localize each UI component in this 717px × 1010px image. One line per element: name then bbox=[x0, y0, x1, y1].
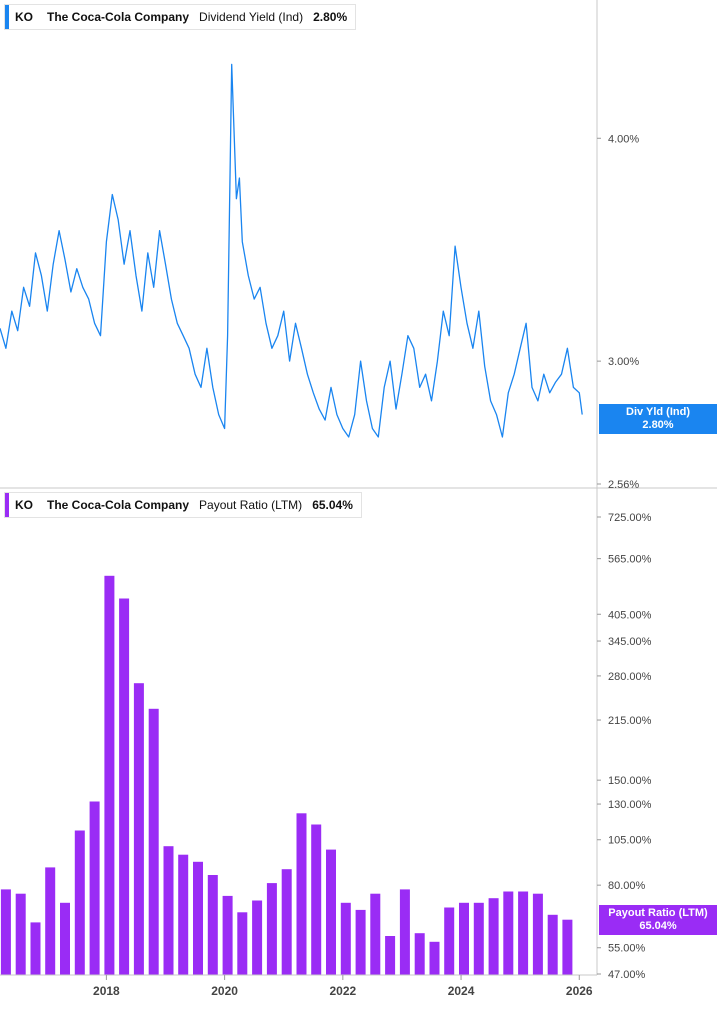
payout-tick-label: 105.00% bbox=[608, 835, 652, 847]
yield-value-tag: Div Yld (Ind) 2.80% bbox=[599, 404, 717, 434]
top-legend-value: 2.80% bbox=[313, 10, 348, 24]
bottom-panel-axes: 725.00% 565.00% 405.00% 345.00% 280.00% 215.0… bbox=[597, 512, 652, 981]
payout-swatch bbox=[5, 493, 9, 517]
payout-bar bbox=[237, 912, 248, 975]
bottom-legend-metric: Payout Ratio (LTM) bbox=[199, 498, 303, 512]
payout-bar bbox=[414, 933, 425, 975]
payout-bar bbox=[385, 936, 396, 975]
top-legend-metric: Dividend Yield (Ind) bbox=[199, 10, 304, 24]
payout-bar bbox=[266, 883, 277, 975]
payout-bar bbox=[562, 919, 573, 975]
payout-bar bbox=[518, 891, 529, 975]
payout-bar bbox=[399, 889, 410, 975]
x-tick-label: 2026 bbox=[566, 984, 593, 998]
payout-tick-label: 80.00% bbox=[608, 880, 646, 892]
payout-bar bbox=[252, 900, 263, 975]
x-tick-label: 2018 bbox=[93, 984, 120, 998]
payout-bar bbox=[281, 869, 292, 975]
payout-bar bbox=[326, 849, 336, 975]
payout-bar bbox=[178, 854, 189, 975]
payout-tick-label: 725.00% bbox=[608, 512, 652, 524]
x-tick-label: 2022 bbox=[329, 984, 356, 998]
payout-bar bbox=[503, 891, 514, 975]
payout-bar bbox=[133, 683, 144, 975]
payout-bar bbox=[429, 941, 440, 975]
top-panel-axes: 4.00% 3.00% 2.56% bbox=[0, 0, 717, 975]
x-axis: 2018 2020 2022 2024 2026 bbox=[0, 974, 597, 998]
yield-tag-value: 2.80% bbox=[642, 419, 674, 431]
payout-tick-label: 150.00% bbox=[608, 775, 652, 787]
payout-value-tag: Payout Ratio (LTM) 65.04% bbox=[599, 905, 717, 935]
payout-bar bbox=[45, 867, 56, 975]
payout-bar bbox=[148, 708, 159, 975]
yield-swatch bbox=[5, 5, 9, 29]
yield-tag-title: Div Yld (Ind) bbox=[626, 406, 690, 418]
bottom-legend-ticker: KO bbox=[15, 498, 33, 512]
payout-bar bbox=[222, 895, 233, 975]
payout-bar bbox=[370, 893, 381, 975]
payout-bar bbox=[60, 902, 70, 975]
x-tick-label: 2024 bbox=[448, 984, 475, 998]
payout-bar bbox=[547, 914, 558, 975]
payout-bar bbox=[0, 889, 11, 975]
payout-tick-label: 55.00% bbox=[608, 943, 646, 955]
payout-bar bbox=[459, 902, 469, 975]
payout-bar bbox=[193, 861, 203, 975]
payout-bar bbox=[119, 598, 130, 975]
top-legend-company: The Coca-Cola Company bbox=[47, 10, 190, 24]
payout-bar bbox=[488, 898, 499, 975]
top-legend[interactable]: KO The Coca-Cola Company Dividend Yield … bbox=[4, 4, 357, 30]
payout-tick-label: 215.00% bbox=[608, 715, 652, 727]
bottom-legend-company: The Coca-Cola Company bbox=[47, 498, 190, 512]
payout-bar bbox=[104, 575, 115, 975]
payout-series bbox=[0, 575, 573, 975]
x-tick-label: 2020 bbox=[211, 984, 238, 998]
bottom-legend[interactable]: KO The Coca-Cola Company Payout Ratio (L… bbox=[4, 492, 362, 518]
payout-bar bbox=[207, 875, 218, 975]
payout-bar bbox=[296, 813, 307, 975]
yield-tick-label: 2.56% bbox=[608, 479, 639, 491]
payout-bar bbox=[74, 830, 85, 975]
top-legend-ticker: KO bbox=[15, 10, 33, 24]
payout-bar bbox=[311, 824, 322, 975]
payout-tick-label: 565.00% bbox=[608, 554, 652, 566]
yield-series bbox=[0, 63, 583, 438]
payout-tick-label: 130.00% bbox=[608, 799, 652, 811]
yield-tick-label: 3.00% bbox=[608, 356, 639, 368]
payout-bar bbox=[30, 922, 41, 975]
payout-tick-label: 405.00% bbox=[608, 609, 652, 621]
payout-bar bbox=[89, 801, 100, 975]
payout-bar bbox=[473, 902, 484, 975]
payout-tick-label: 345.00% bbox=[608, 636, 652, 648]
bottom-legend-value: 65.04% bbox=[312, 498, 353, 512]
yield-line bbox=[0, 63, 583, 438]
payout-bar bbox=[355, 909, 366, 975]
payout-bar bbox=[340, 902, 351, 975]
yield-tick-label: 4.00% bbox=[608, 133, 639, 145]
payout-bar bbox=[15, 893, 26, 975]
payout-bar bbox=[532, 893, 543, 975]
payout-tick-label: 47.00% bbox=[608, 969, 646, 981]
payout-bar bbox=[163, 846, 174, 975]
payout-bar bbox=[444, 907, 455, 975]
payout-tag-title: Payout Ratio (LTM) bbox=[608, 907, 708, 919]
payout-tag-value: 65.04% bbox=[639, 920, 677, 932]
payout-tick-label: 280.00% bbox=[608, 671, 652, 683]
